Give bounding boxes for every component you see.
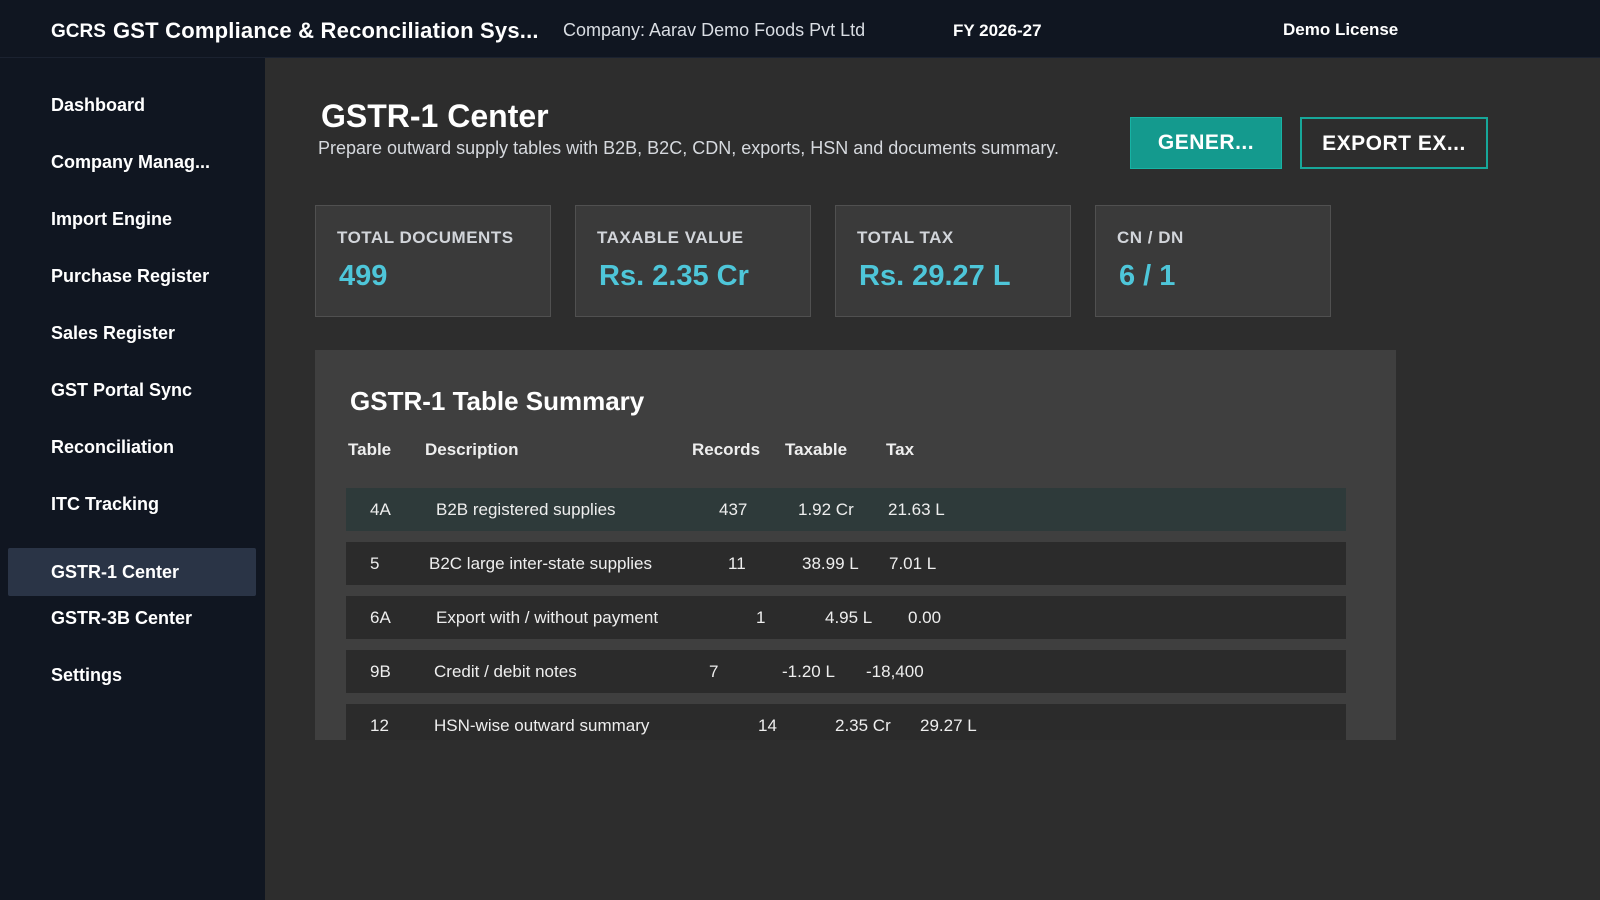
sidebar-item-dashboard[interactable]: Dashboard xyxy=(51,95,146,115)
cell-tax: -18,400 xyxy=(866,662,924,681)
column-header-taxable: Taxable xyxy=(785,440,848,459)
stat-value: Rs. 29.27 L xyxy=(859,260,1011,292)
stat-label: CN / DN xyxy=(1117,228,1184,247)
column-header-description: Description xyxy=(425,440,519,459)
cell-table: 4A xyxy=(370,500,391,519)
sidebar-item-import-engine[interactable]: Import Engine xyxy=(51,209,172,229)
stat-label: TOTAL DOCUMENTS xyxy=(337,228,514,247)
stat-label: TOTAL TAX xyxy=(857,228,954,247)
stat-card-cn-dn: CN / DN 6 / 1 xyxy=(1095,205,1331,317)
table-row[interactable]: 5 B2C large inter-state supplies 11 38.9… xyxy=(346,542,1346,585)
company-label: Company: Aarav Demo Foods Pvt Ltd xyxy=(563,20,866,40)
stat-value: 499 xyxy=(339,260,388,292)
generate-button[interactable]: GENER... xyxy=(1130,117,1282,169)
table-row[interactable]: 9B Credit / debit notes 7 -1.20 L -18,40… xyxy=(346,650,1346,693)
table-row[interactable]: 4A B2B registered supplies 437 1.92 Cr 2… xyxy=(346,488,1346,531)
cell-tax: 29.27 L xyxy=(920,716,977,735)
table-row[interactable]: 6A Export with / without payment 1 4.95 … xyxy=(346,596,1346,639)
sidebar-item-gstr3b-center[interactable]: GSTR-3B Center xyxy=(51,608,193,628)
panel-title: GSTR-1 Table Summary xyxy=(350,386,645,416)
sidebar-item-reconciliation[interactable]: Reconciliation xyxy=(51,437,175,457)
column-header-tax: Tax xyxy=(886,440,915,459)
sidebar-item-gst-portal-sync[interactable]: GST Portal Sync xyxy=(51,380,193,400)
page-title: GSTR-1 Center xyxy=(321,98,549,134)
cell-taxable: 4.95 L xyxy=(825,608,873,627)
cell-tax: 0.00 xyxy=(908,608,942,627)
sidebar-item-company-management[interactable]: Company Manag... xyxy=(51,152,211,172)
cell-table: 6A xyxy=(370,608,391,627)
cell-description: Credit / debit notes xyxy=(434,662,577,681)
cell-records: 7 xyxy=(709,662,719,681)
cell-description: Export with / without payment xyxy=(436,608,659,627)
stat-card-total-documents: TOTAL DOCUMENTS 499 xyxy=(315,205,551,317)
top-bar: GCRS GST Compliance & Reconciliation Sys… xyxy=(0,0,1600,58)
cell-table: 12 xyxy=(370,716,389,735)
table-row[interactable]: 12 HSN-wise outward summary 14 2.35 Cr 2… xyxy=(346,704,1346,740)
cell-description: HSN-wise outward summary xyxy=(434,716,650,735)
sidebar-item-purchase-register[interactable]: Purchase Register xyxy=(51,266,210,286)
cell-taxable: 2.35 Cr xyxy=(835,716,891,735)
stat-label: TAXABLE VALUE xyxy=(597,228,744,247)
sidebar-item-itc-tracking[interactable]: ITC Tracking xyxy=(51,494,160,514)
cell-table: 9B xyxy=(370,662,391,681)
cell-records: 437 xyxy=(719,500,748,519)
cell-records: 11 xyxy=(728,554,746,573)
sidebar-item-gstr1-center[interactable]: GSTR-1 Center xyxy=(8,548,256,596)
sidebar-item-sales-register[interactable]: Sales Register xyxy=(51,323,176,343)
cell-tax: 21.63 L xyxy=(888,500,945,519)
cell-taxable: -1.20 L xyxy=(782,662,835,681)
cell-taxable: 38.99 L xyxy=(802,554,859,573)
cell-description: B2B registered supplies xyxy=(436,500,616,519)
sidebar: Dashboard Company Manag... Import Engine… xyxy=(0,58,265,900)
column-header-records: Records xyxy=(692,440,761,459)
stat-card-taxable-value: TAXABLE VALUE Rs. 2.35 Cr xyxy=(575,205,811,317)
cell-tax: 7.01 L xyxy=(889,554,937,573)
page-subtitle: Prepare outward supply tables with B2B, … xyxy=(318,138,1059,158)
sidebar-item-settings[interactable]: Settings xyxy=(51,665,123,685)
cell-table: 5 xyxy=(370,554,380,573)
fiscal-year-label: FY 2026-27 xyxy=(953,21,1042,40)
app-logo-text: GCRS xyxy=(51,21,106,42)
column-header-table: Table xyxy=(348,440,392,459)
cell-description: B2C large inter-state supplies xyxy=(429,554,653,573)
stat-card-total-tax: TOTAL TAX Rs. 29.27 L xyxy=(835,205,1071,317)
app-title: GST Compliance & Reconciliation Sys... xyxy=(113,18,539,43)
gstr1-summary-panel: GSTR-1 Table Summary Table Description R… xyxy=(315,350,1396,740)
cell-records: 14 xyxy=(758,716,777,735)
export-excel-button[interactable]: EXPORT EX... xyxy=(1300,117,1488,169)
stat-value: Rs. 2.35 Cr xyxy=(599,260,749,292)
cell-records: 1 xyxy=(756,608,766,627)
license-label: Demo License xyxy=(1283,20,1399,39)
main-content: GSTR-1 Center Prepare outward supply tab… xyxy=(265,58,1600,900)
stat-value: 6 / 1 xyxy=(1119,260,1176,292)
cell-taxable: 1.92 Cr xyxy=(798,500,854,519)
